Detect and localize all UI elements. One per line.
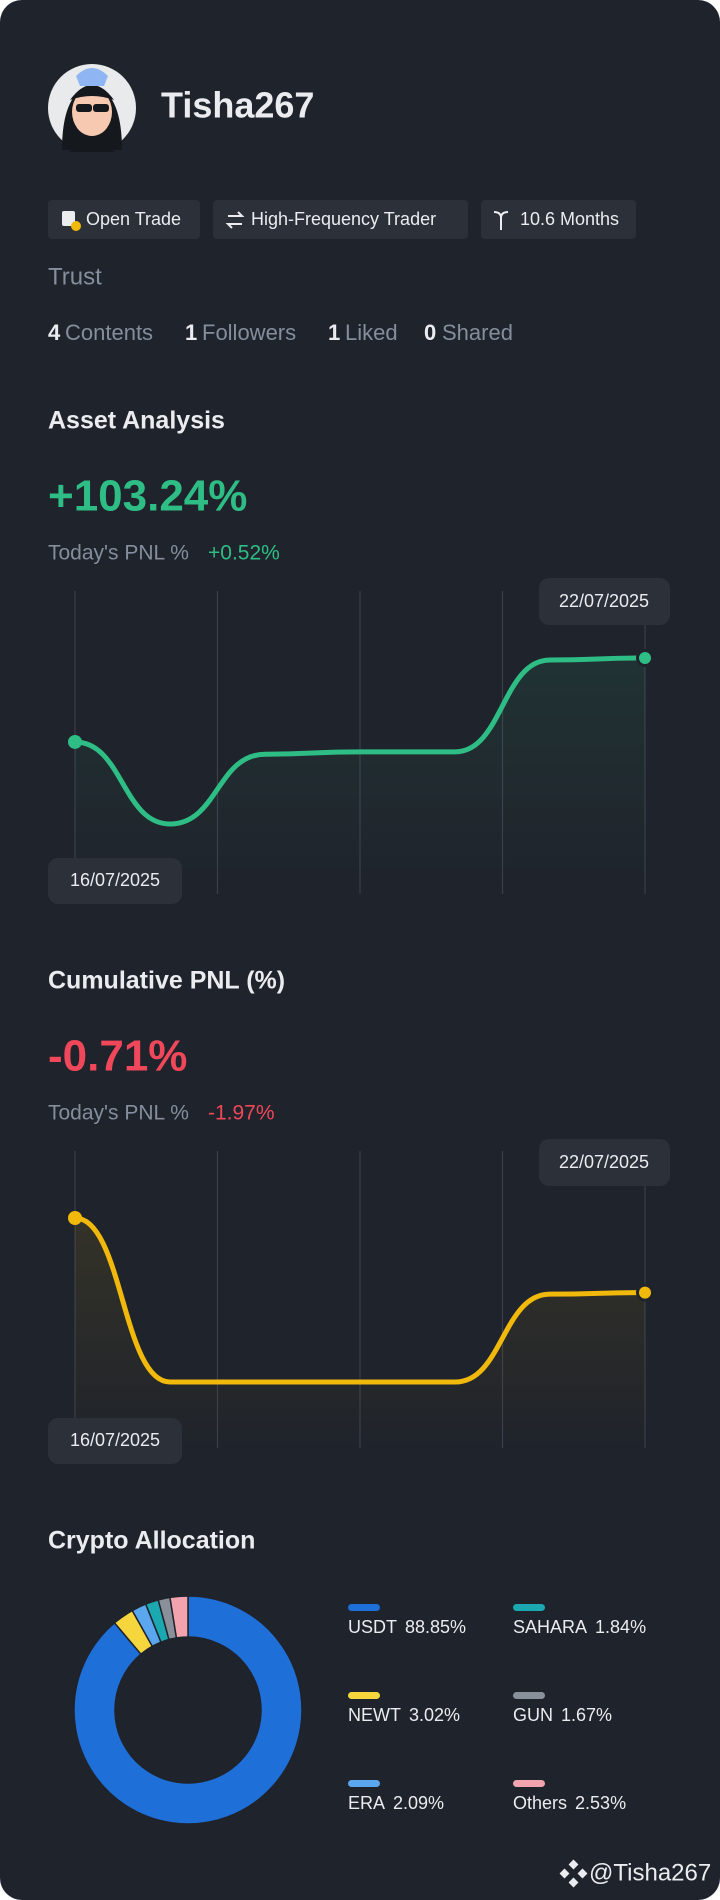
tag-bg	[48, 200, 200, 239]
date-label: 22/07/2025	[559, 591, 649, 611]
date-tooltip	[539, 578, 670, 625]
legend-value: 2.09%	[393, 1793, 444, 1813]
stat-label[interactable]: Shared	[442, 320, 513, 345]
tag: High-Frequency Trader	[251, 209, 436, 229]
legend-value: 1.67%	[561, 1705, 612, 1725]
footer-handle: @Tisha267	[589, 1859, 711, 1886]
pnl-value: -1.97%	[208, 1102, 275, 1125]
legend-value: 1.84%	[595, 1617, 646, 1637]
date-tooltip	[48, 858, 182, 904]
date-label: 16/07/2025	[70, 1430, 160, 1450]
legend-value: 3.02%	[409, 1705, 460, 1725]
point-marker-core	[639, 652, 651, 664]
date-label: 16/07/2025	[70, 870, 160, 890]
tag-bg	[213, 200, 468, 239]
section-title: Asset Analysis	[48, 407, 225, 435]
section-title: Cumulative PNL (%)	[48, 967, 285, 995]
legend-swatch	[348, 1604, 380, 1611]
stat-label[interactable]: Liked	[345, 320, 398, 345]
footer-logo	[559, 1859, 588, 1888]
point-marker	[68, 1211, 82, 1225]
stat-label[interactable]: Contents	[65, 320, 153, 345]
date-tooltip	[48, 1418, 182, 1464]
legend-swatch	[513, 1780, 545, 1787]
legend-label: NEWT	[348, 1705, 401, 1725]
tag: 10.6 Months	[520, 209, 619, 229]
legend-swatch	[513, 1604, 545, 1611]
legend-label: Others	[513, 1793, 567, 1813]
legend-value: 88.85%	[405, 1617, 466, 1637]
legend-swatch	[348, 1692, 380, 1699]
legend-value: 2.53%	[575, 1793, 626, 1813]
legend-label: ERA	[348, 1793, 385, 1813]
date-tooltip	[539, 1139, 670, 1186]
legend-label: SAHARA	[513, 1617, 587, 1637]
section-title: Crypto Allocation	[48, 1527, 255, 1555]
point-marker-core	[639, 1286, 651, 1299]
stat-count: 1	[328, 320, 340, 345]
tag-icon	[493, 211, 509, 230]
stat-label[interactable]: Followers	[202, 320, 296, 345]
avatar[interactable]	[48, 64, 136, 152]
pnl-value: +0.52%	[208, 542, 280, 565]
line	[72, 655, 648, 827]
tag-icon	[225, 211, 245, 229]
headline-value: +103.24%	[48, 472, 247, 521]
stat-count: 4	[48, 320, 61, 345]
stat-count: 1	[185, 320, 197, 345]
username: Tisha267	[161, 85, 314, 126]
line	[72, 1215, 648, 1385]
legend-swatch	[513, 1692, 545, 1699]
area	[75, 658, 645, 894]
legend-label: GUN	[513, 1705, 553, 1725]
area	[75, 1218, 645, 1448]
stat-count: 0	[424, 320, 436, 345]
donut-segment	[73, 1595, 303, 1825]
donut-segment	[169, 1595, 189, 1639]
tag-icon	[62, 211, 81, 231]
stats: 4 Contents 1 Followers 1 Liked 0 Shared	[48, 320, 513, 345]
legend-label: USDT	[348, 1617, 397, 1637]
point-marker	[68, 734, 82, 749]
date-label: 22/07/2025	[559, 1152, 649, 1172]
headline-value: -0.71%	[48, 1032, 187, 1081]
tag-bg	[481, 200, 636, 239]
legend-swatch	[348, 1780, 380, 1787]
bio: Trust	[48, 263, 102, 290]
pnl-label: Today's PNL %	[48, 542, 189, 565]
tag: Open Trade	[86, 209, 181, 229]
pnl-label: Today's PNL %	[48, 1102, 189, 1125]
